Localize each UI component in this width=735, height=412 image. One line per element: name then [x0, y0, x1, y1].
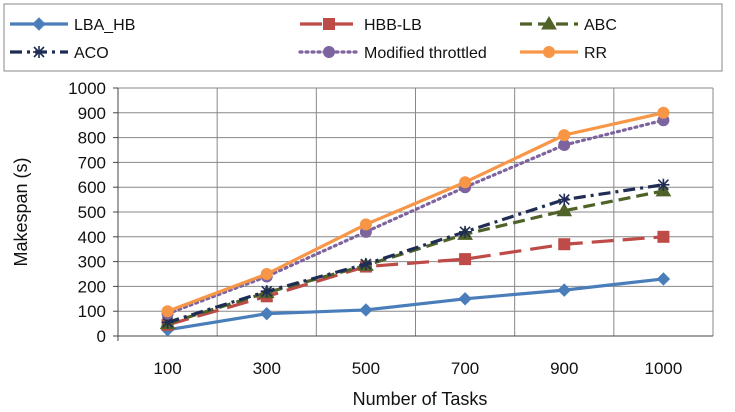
point-marker — [459, 253, 472, 266]
point-marker — [161, 305, 174, 318]
x-tick-label: 300 — [253, 359, 281, 378]
axes: 0 100 200 300 400 500 600 700 800 900 1000 100 300 50… — [68, 79, 713, 378]
point-marker — [459, 176, 472, 189]
point-marker — [459, 225, 472, 238]
marker-stroke — [657, 179, 669, 191]
legend: LBA_HB HBB-LB ABC ACO Modified throttled RR — [10, 16, 617, 62]
point-marker — [458, 292, 472, 306]
point-marker — [260, 268, 273, 280]
x-tick-label: 100 — [153, 359, 181, 378]
legend-box — [3, 3, 723, 72]
point-marker — [359, 258, 372, 271]
legend-item: HBB-LB — [300, 17, 422, 34]
point-marker — [359, 218, 372, 231]
point-marker — [359, 303, 373, 317]
y-tick-label: 1000 — [68, 79, 106, 98]
series-aco — [161, 178, 670, 329]
point-marker — [558, 129, 571, 142]
y-tick-label: 700 — [78, 153, 106, 172]
y-tick-label: 100 — [78, 302, 106, 321]
marker-stroke — [360, 258, 372, 270]
series-line — [167, 189, 664, 326]
legend-label: RR — [584, 45, 607, 62]
x-tick-label: 700 — [451, 359, 479, 378]
series-line — [167, 235, 664, 327]
marker-stroke — [558, 194, 570, 206]
marker-stroke — [261, 285, 273, 297]
legend-label: ACO — [74, 45, 109, 62]
point-marker — [556, 202, 573, 217]
point-marker — [657, 178, 670, 191]
point-marker — [260, 306, 274, 321]
series-line — [167, 183, 664, 324]
legend-item: LBA_HB — [10, 17, 135, 34]
point-marker — [541, 16, 557, 30]
series-layer — [159, 106, 672, 337]
legend-item: RR — [520, 45, 607, 62]
point-marker — [323, 18, 335, 30]
x-tick-label: 500 — [352, 359, 380, 378]
point-marker — [557, 283, 571, 297]
marker-stroke — [162, 316, 174, 328]
y-tick-label: 300 — [78, 253, 106, 272]
legend-label: ABC — [584, 17, 617, 34]
y-tick-label: 200 — [78, 277, 106, 296]
legend-label: HBB-LB — [364, 17, 422, 34]
x-tick-label: 900 — [550, 359, 578, 378]
y-tick-label: 800 — [78, 129, 106, 148]
x-tick-label: 1000 — [645, 359, 683, 378]
series-line — [165, 118, 666, 316]
y-tick-label: 400 — [78, 228, 106, 247]
point-marker — [260, 285, 273, 298]
point-marker — [558, 238, 571, 251]
point-marker — [558, 193, 571, 206]
x-axis-title: Number of Tasks — [353, 389, 488, 409]
y-axis-title: Makespan (s) — [11, 157, 31, 266]
marker-stroke — [459, 226, 471, 238]
y-tick-label: 900 — [78, 104, 106, 123]
point-marker — [323, 46, 335, 58]
y-tick-label: 0 — [97, 327, 106, 346]
y-tick-label: 600 — [78, 178, 106, 197]
point-marker — [657, 230, 670, 243]
point-marker — [657, 106, 670, 119]
point-marker — [543, 46, 555, 58]
series-line — [167, 111, 664, 313]
y-tick-label: 500 — [78, 203, 106, 222]
legend-item: Modified throttled — [298, 45, 487, 62]
point-marker — [558, 139, 571, 152]
legend-item: ACO — [10, 45, 109, 62]
legend-item: ABC — [520, 16, 617, 34]
legend-label: Modified throttled — [364, 45, 487, 62]
point-marker — [33, 46, 45, 58]
series-line — [167, 277, 664, 332]
point-marker — [32, 17, 46, 31]
marker-stroke — [33, 46, 45, 58]
point-marker — [656, 272, 671, 286]
legend-label: LBA_HB — [74, 17, 135, 34]
series-rr — [161, 106, 670, 318]
